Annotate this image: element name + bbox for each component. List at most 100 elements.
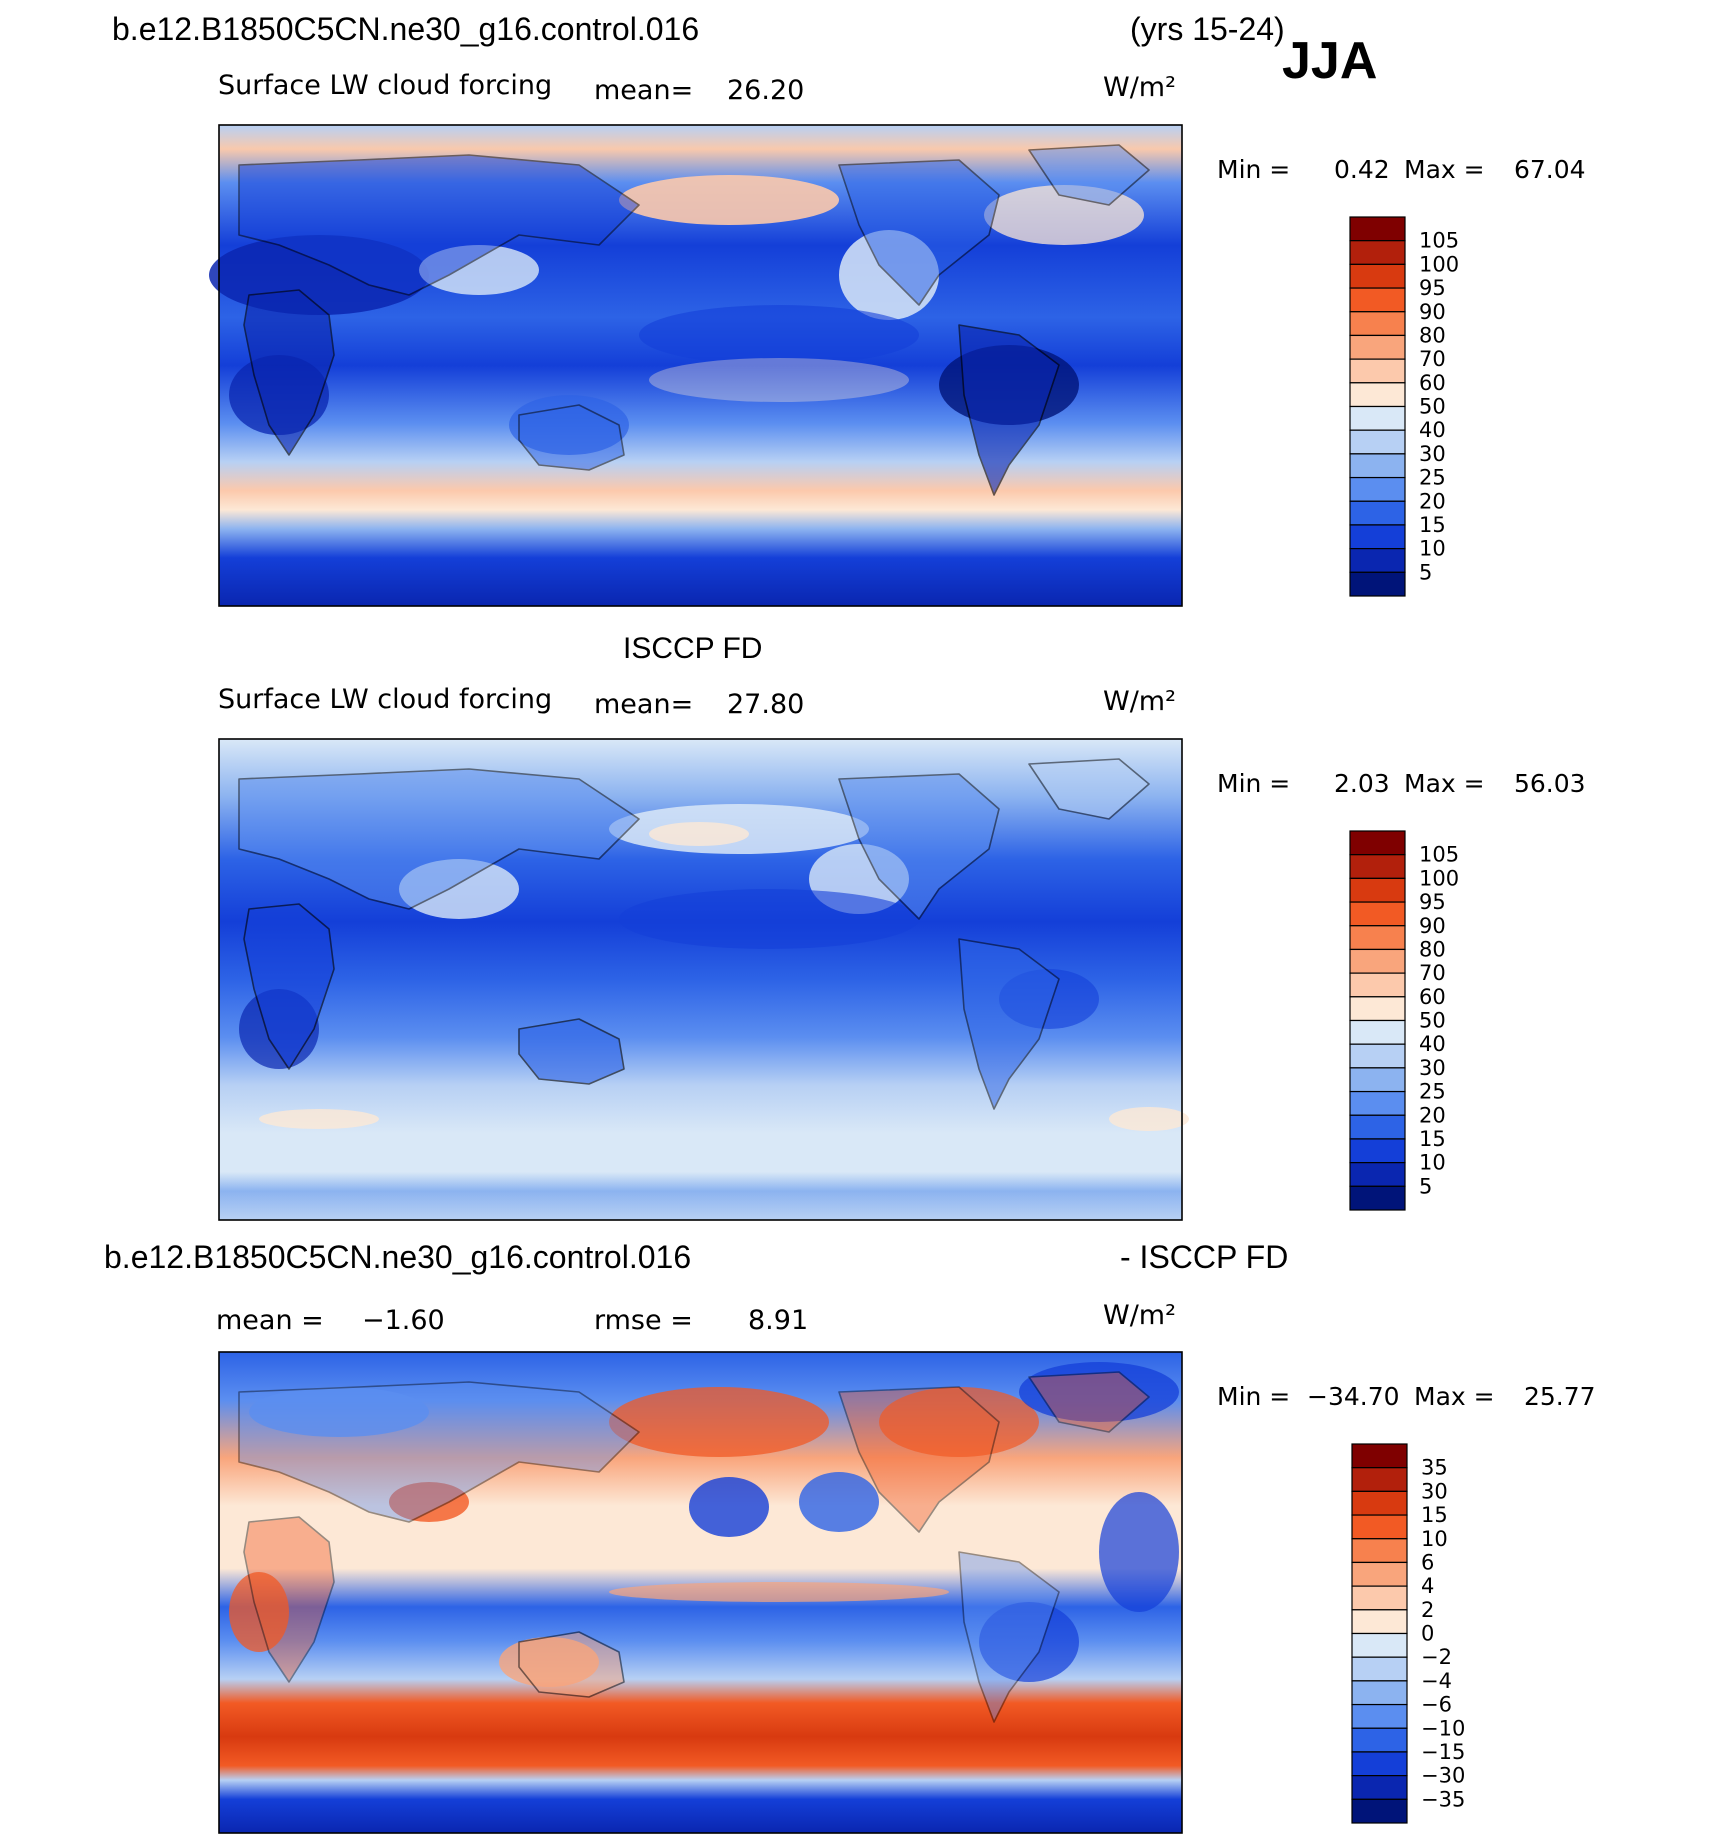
colorbar-tick-label: 10: [1419, 537, 1446, 561]
colorbar-tick-label: 50: [1419, 395, 1446, 419]
colorbar-swatch: [1351, 1680, 1408, 1706]
colorbar-swatch: [1349, 1090, 1406, 1116]
colorbar-swatch: [1349, 287, 1406, 313]
colorbar-tick-label: 100: [1419, 252, 1459, 276]
panel-obs-units: W/m²: [1103, 686, 1176, 717]
colorbar-tick-label: 2: [1421, 1598, 1434, 1622]
panel-diff-max-value: 25.77: [1524, 1382, 1596, 1411]
colorbar-tick-label: 100: [1419, 866, 1459, 890]
panel-diff-mean-label: mean =: [216, 1305, 324, 1336]
colorbar-swatch: [1351, 1775, 1408, 1800]
colorbar-tick-label: 60: [1419, 371, 1446, 395]
colorbar-swatch: [1351, 1514, 1408, 1540]
colorbar-tick-label: −4: [1421, 1669, 1452, 1693]
colorbar-swatch: [1349, 972, 1406, 998]
colorbar-swatch: [1351, 1798, 1408, 1824]
colorbar-swatch: [1349, 382, 1406, 408]
colorbar-tick-label: −15: [1421, 1740, 1465, 1764]
colorbar-tick-label: −6: [1421, 1693, 1452, 1717]
colorbar-swatch: [1351, 1703, 1408, 1729]
colorbar-tick-label: 30: [1419, 442, 1446, 466]
colorbar-swatch: [1351, 1561, 1408, 1587]
panel-model-units: W/m²: [1103, 72, 1176, 103]
colorbar-swatch: [1349, 524, 1406, 550]
panel-model-max-value: 67.04: [1514, 155, 1586, 184]
colorbar-swatch: [1349, 240, 1406, 265]
colorbar-swatch: [1349, 854, 1406, 879]
panel-obs-max-value: 56.03: [1514, 769, 1586, 798]
colorbar-tick-label: −35: [1421, 1787, 1465, 1811]
colorbar-tick-label: 40: [1419, 1032, 1446, 1056]
colorbar-swatch: [1351, 1656, 1408, 1682]
colorbar-tick-label: 5: [1419, 560, 1432, 584]
colorbar-swatch: [1349, 571, 1406, 597]
colorbar-swatch: [1349, 948, 1406, 974]
panel-diff-units: W/m²: [1103, 1300, 1176, 1331]
map-obs-frame: [218, 738, 1183, 1221]
panel-obs-mean-label: mean=: [594, 689, 693, 720]
panel-obs-min-value: 2.03: [1334, 769, 1390, 798]
panel-model-mean-value: 26.20: [727, 75, 804, 106]
colorbar-swatch: [1349, 548, 1406, 573]
panel-obs-max-label: Max =: [1404, 769, 1485, 798]
colorbar-swatch: [1349, 216, 1406, 242]
colorbar-swatch: [1351, 1751, 1408, 1777]
colorbar-tick-label: 50: [1419, 1009, 1446, 1033]
colorbar-tick-label: 95: [1419, 276, 1446, 300]
colorbar-tick-label: 80: [1419, 937, 1446, 961]
colorbar-swatch: [1349, 405, 1406, 431]
colorbar-tick-label: 4: [1421, 1574, 1434, 1598]
colorbar-tick-label: −10: [1421, 1716, 1465, 1740]
colorbar-tick-label: 60: [1419, 985, 1446, 1009]
panel-diff-title-right: - ISCCP FD: [1120, 1239, 1288, 1275]
colorbar-swatch: [1351, 1632, 1408, 1658]
colorbar-tick-label: 95: [1419, 890, 1446, 914]
colorbar-tick-label: 90: [1419, 300, 1446, 324]
panel-diff-min-value: −34.70: [1307, 1382, 1400, 1411]
colorbar-tick-label: 15: [1419, 1127, 1446, 1151]
colorbar-swatch: [1349, 500, 1406, 526]
colorbar-tick-label: 15: [1419, 513, 1446, 537]
map-obs-land: [238, 758, 1150, 1110]
colorbar-swatch: [1351, 1490, 1408, 1516]
colorbar-swatch: [1349, 1019, 1406, 1045]
colorbar-swatch: [1349, 1043, 1406, 1069]
colorbar-swatch: [1349, 1114, 1406, 1140]
colorbar-swatch: [1349, 334, 1406, 360]
panel-diff: b.e12.B1850C5CN.ne30_g16.control.016 - I…: [104, 1239, 1596, 1834]
colorbar-swatch: [1349, 1185, 1406, 1211]
colorbar-swatch: [1349, 476, 1406, 502]
colorbar-swatch: [1351, 1538, 1408, 1564]
colorbar-tick-label: 80: [1419, 323, 1446, 347]
colorbar-tick-label: 40: [1419, 418, 1446, 442]
colorbar-tick-label: 30: [1419, 1056, 1446, 1080]
colorbar-tick-label: 15: [1421, 1503, 1448, 1527]
panel-obs-mean-value: 27.80: [727, 689, 804, 720]
colorbar-tick-label: 25: [1419, 466, 1446, 490]
colorbar-tick-label: 10: [1419, 1151, 1446, 1175]
map-model-frame: [218, 124, 1183, 607]
colorbar-swatch: [1349, 877, 1406, 903]
colorbar-tick-label: 5: [1419, 1174, 1432, 1198]
panel-diff-title-left: b.e12.B1850C5CN.ne30_g16.control.016: [104, 1239, 691, 1275]
colorbar-swatch: [1349, 830, 1406, 856]
colorbar-tick-label: 20: [1419, 489, 1446, 513]
colorbar-swatch: [1351, 1609, 1408, 1635]
colorbar-swatch: [1349, 925, 1406, 951]
panel-diff-mean-value: −1.60: [362, 1305, 445, 1336]
colorbar-swatch: [1349, 1138, 1406, 1164]
colorbar-tick-label: −30: [1421, 1764, 1465, 1788]
colorbar-swatch: [1351, 1585, 1408, 1611]
colorbar-swatch: [1349, 311, 1406, 337]
colorbar-swatch: [1351, 1443, 1408, 1469]
panel-diff-rmse-label: rmse =: [594, 1305, 693, 1336]
panel-model-field: Surface LW cloud forcing: [218, 70, 552, 101]
map-diff-land: [238, 1371, 1150, 1723]
case-title: b.e12.B1850C5CN.ne30_g16.control.016: [112, 11, 699, 47]
colorbar-tick-label: 30: [1421, 1479, 1448, 1503]
panel-obs: ISCCP FD Surface LW cloud forcing mean= …: [218, 632, 1586, 1221]
colorbar-swatch: [1349, 453, 1406, 479]
